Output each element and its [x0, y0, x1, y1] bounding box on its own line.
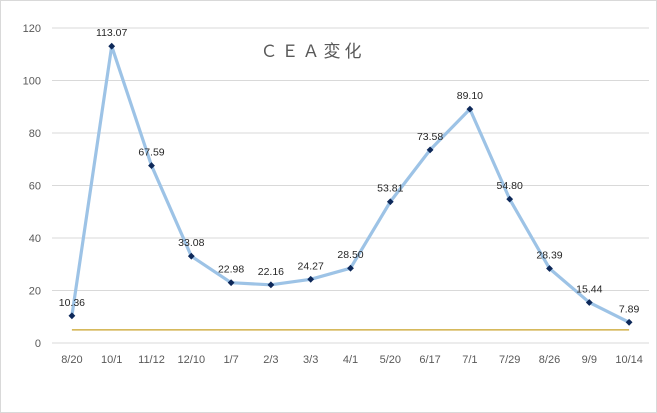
y-tick-label: 40 [29, 233, 41, 245]
x-tick-label: 9/9 [582, 354, 597, 366]
series-line-cea [70, 44, 631, 324]
x-tick-label: 6/17 [419, 354, 440, 366]
data-label: 10.36 [59, 297, 85, 309]
y-tick-label: 100 [23, 76, 41, 88]
x-tick-label: 8/26 [539, 354, 560, 366]
data-point-marker [625, 318, 633, 326]
data-point-marker [546, 265, 553, 272]
data-label: 22.98 [218, 264, 244, 276]
data-point-marker [187, 252, 195, 260]
x-tick-label: 1/7 [223, 354, 238, 366]
data-label: 22.16 [258, 266, 284, 278]
data-point-marker [68, 312, 76, 320]
y-tick-label: 0 [35, 338, 41, 350]
data-label: 28.39 [536, 249, 562, 261]
x-tick-label: 7/1 [462, 354, 477, 366]
data-label: 24.27 [298, 260, 324, 272]
x-tick-label: 12/10 [178, 354, 206, 366]
data-point-marker [506, 195, 514, 203]
data-label: 15.44 [576, 283, 602, 295]
x-tick-label: 8/20 [61, 354, 82, 366]
data-point-marker [466, 105, 474, 113]
x-tick-label: 4/1 [343, 354, 358, 366]
data-point-marker [386, 198, 394, 206]
y-tick-label: 80 [29, 128, 41, 140]
data-point-marker [426, 146, 434, 154]
data-point-marker [227, 279, 235, 287]
x-tick-label: 10/14 [615, 354, 643, 366]
chart-title: ＣＥＡ変化 [261, 42, 366, 61]
x-tick-label: 5/20 [380, 354, 401, 366]
data-label: 54.80 [497, 180, 523, 192]
data-label: 7.89 [619, 303, 640, 315]
data-point-marker [307, 275, 315, 283]
series [68, 42, 633, 331]
data-labels: 10.36 113.07 67.59 33.08 22.98 22.16 24.27 28.5… [59, 27, 640, 315]
data-label: 33.08 [178, 237, 204, 249]
data-label: 113.07 [96, 27, 127, 39]
data-point-marker [108, 42, 116, 50]
x-tick-label: 11/12 [138, 354, 165, 366]
data-point-marker [347, 264, 354, 272]
data-label: 67.59 [138, 147, 164, 159]
data-label: 89.10 [457, 90, 483, 102]
x-tick-label: 10/1 [101, 354, 122, 366]
y-tick-label: 60 [29, 181, 41, 193]
axes: 0 20 40 60 80 100 120 8/20 10/1 11/12 12/10 1/7 2/3 3… [23, 23, 643, 366]
y-tick-label: 120 [23, 23, 41, 35]
data-label: 53.81 [377, 183, 403, 195]
data-point-marker [148, 162, 155, 169]
x-tick-label: 2/3 [263, 354, 278, 366]
y-tick-label: 20 [29, 286, 41, 298]
data-label: 28.50 [337, 249, 363, 261]
data-label: 73.58 [417, 131, 443, 143]
gridlines [52, 27, 649, 344]
x-tick-label: 7/29 [499, 354, 520, 366]
x-tick-label: 3/3 [303, 354, 318, 366]
data-point-marker [267, 281, 275, 289]
data-point-marker [585, 299, 593, 306]
